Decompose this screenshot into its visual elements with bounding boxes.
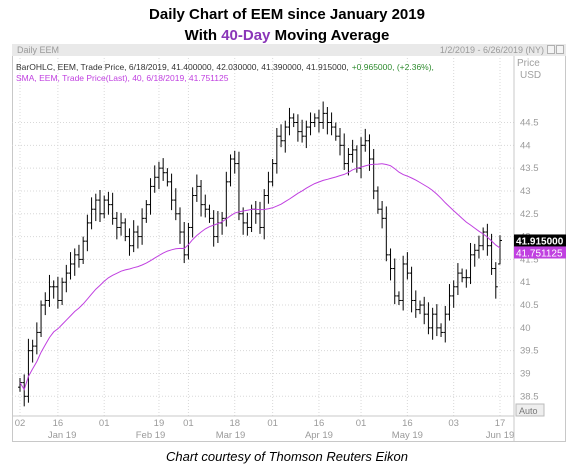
legend-ohlc: BarOHLC, EEM, Trade Price, 6/18/2019, 41…	[16, 62, 434, 72]
x-month-label: Feb 19	[136, 430, 166, 441]
auto-scale-button[interactable]	[515, 403, 545, 417]
y-tick-label: 44	[520, 140, 531, 151]
y-tick-label: 40	[520, 323, 531, 334]
sma-tag	[514, 246, 566, 259]
x-tick-label: 01	[183, 418, 194, 429]
x-tick-label: 01	[99, 418, 110, 429]
x-tick-label: 02	[15, 418, 26, 429]
y-tick-label: 44.5	[520, 118, 539, 129]
x-month-label: Mar 19	[216, 430, 246, 441]
auto-scale-label: Auto	[519, 406, 538, 416]
chart-header-date-range: 1/2/2019 - 6/26/2019 (NY)	[439, 45, 544, 55]
last-price-tag-label: 41.915000	[516, 236, 564, 247]
sma-line	[19, 163, 501, 391]
y-tick-label: 43	[520, 186, 531, 197]
subtitle-prefix: With	[184, 27, 222, 44]
chart-header-option-button[interactable]	[547, 45, 555, 54]
y-tick-label: 39	[520, 368, 531, 379]
chart-header-symbol: Daily EEM	[17, 45, 60, 55]
chart-credit: Chart courtesy of Thomson Reuters Eikon	[165, 449, 409, 464]
subtitle-highlight: 40-Day	[221, 27, 271, 44]
legend-ohlc-text: BarOHLC, EEM, Trade Price, 6/18/2019, 41…	[16, 62, 349, 72]
y-tick-label: 43.5	[520, 163, 539, 174]
legend-ohlc-change: +0.965000, (+2.36%),	[352, 62, 434, 72]
chart-subtitle: With 40-Day Moving Average	[0, 27, 574, 44]
x-tick-label: 16	[53, 418, 64, 429]
x-tick-label: 03	[448, 418, 459, 429]
x-tick-label: 17	[495, 418, 506, 429]
x-month-label: May 19	[392, 430, 423, 441]
legend-sma: SMA, EEM, Trade Price(Last), 40, 6/18/20…	[16, 73, 229, 83]
ohlc-bars	[18, 101, 502, 407]
sma-tag-label: 41.751125	[516, 248, 563, 259]
x-tick-label: 01	[356, 418, 367, 429]
price-axis-title: Price	[517, 58, 540, 69]
chart-header-option-button[interactable]	[556, 45, 564, 54]
y-tick-label: 41	[520, 277, 531, 288]
y-tick-label: 39.5	[520, 346, 539, 357]
x-tick-label: 19	[154, 418, 165, 429]
y-tick-label: 38.5	[520, 391, 539, 402]
x-tick-label: 18	[229, 418, 240, 429]
currency-axis-title: USD	[520, 70, 541, 81]
subtitle-suffix: Moving Average	[270, 27, 390, 44]
axes: 38.53939.54040.54141.54242.54343.54444.5…	[12, 56, 539, 442]
x-month-label: Jun 19	[486, 430, 515, 441]
y-tick-label: 41.5	[520, 254, 539, 265]
y-tick-label: 42.5	[520, 209, 539, 220]
x-month-label: Apr 19	[305, 430, 333, 441]
chart-header-bar: Daily EEM 1/2/2019 - 6/26/2019 (NY)	[12, 44, 566, 56]
chart-title: Daily Chart of EEM since January 2019	[149, 6, 425, 23]
ohlc-chart: 38.53939.54040.54141.54242.54343.54444.5…	[12, 56, 566, 442]
y-tick-label: 40.5	[520, 300, 539, 311]
x-tick-label: 01	[267, 418, 278, 429]
last-price-tag	[514, 234, 566, 247]
x-tick-label: 16	[314, 418, 325, 429]
x-tick-label: 16	[402, 418, 413, 429]
x-month-label: Jan 19	[48, 430, 77, 441]
